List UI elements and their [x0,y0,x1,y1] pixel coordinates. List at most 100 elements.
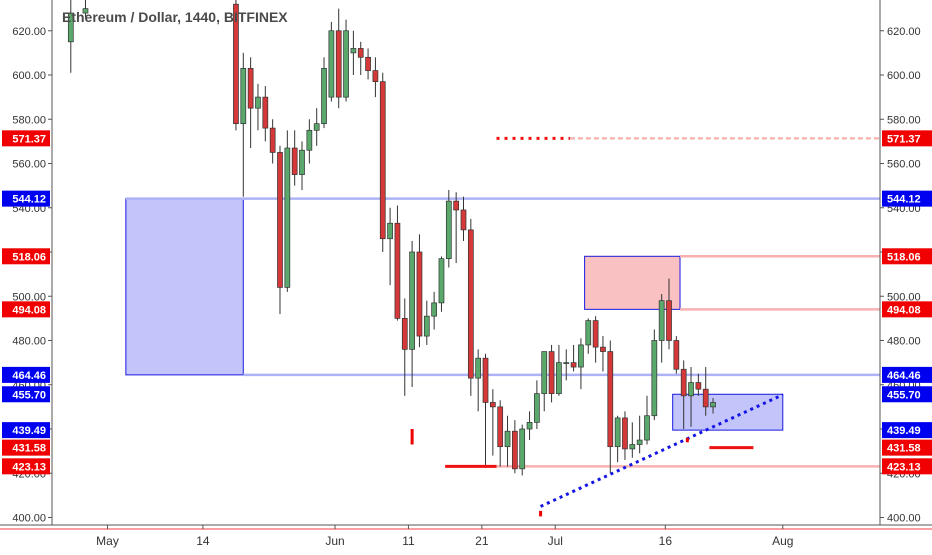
candle-body [526,422,533,430]
candle-body [695,382,702,390]
y-tick-label-left: 580.00 [12,114,46,126]
candle-body [438,258,445,304]
candle-body [365,56,371,71]
price-label-right: 494.08 [887,304,921,316]
y-tick-label-left: 560.00 [12,159,46,171]
y-tick-label-right: 560.00 [887,159,921,171]
x-tick-label: 14 [196,534,210,548]
y-tick-label-left: 600.00 [12,70,46,82]
demand-zone [125,198,244,376]
supply-zone [584,255,681,310]
price-label-right-bg [882,301,932,318]
candle-body [255,96,261,109]
price-label-left: 571.37 [12,133,46,145]
candle-body [636,439,643,445]
price-label-left: 544.12 [12,194,46,206]
y-tick-label-right: 400.00 [887,513,921,525]
candle-body [387,222,393,240]
candle-body [651,340,658,417]
candle-body [497,406,504,448]
candle-body [321,68,327,125]
price-label-right-bg [882,386,932,403]
y-tick-label-right: 580.00 [887,114,921,126]
candle-body [680,368,687,397]
y-tick-label-right: 480.00 [887,336,921,348]
candle-body [482,357,489,403]
price-label-left-bg [2,366,50,383]
candle-body [600,346,606,352]
trendline [539,393,784,508]
candle-body [548,351,555,394]
price-label-left: 494.08 [12,304,46,316]
candle-body [490,402,496,408]
price-label-right-bg [882,190,932,207]
candle-body [688,382,694,397]
y-tick-label-left: 400.00 [12,513,46,525]
x-tick-label: Jul [548,534,563,548]
x-tick-label: 11 [402,534,415,548]
price-label-left-bg [2,248,50,265]
price-label-left: 464.46 [12,370,46,382]
candle-body [556,362,562,394]
price-label-right-bg [882,422,932,439]
price-label-left-bg [2,386,50,403]
candle-body [622,417,628,450]
candle-body [563,362,570,364]
candle-body [313,123,320,131]
price-label-right-bg [882,366,932,383]
candle-body [585,320,592,346]
price-label-left: 518.06 [12,251,46,263]
price-label-right-bg [882,458,932,475]
candle-body [306,129,313,151]
candle-body [328,30,335,98]
candle-body [67,12,74,43]
candle-body [291,147,298,175]
price-label-left: 455.70 [12,389,46,401]
candle-body [570,362,577,368]
candle-body [453,200,459,211]
price-label-left-bg [2,301,50,318]
candle-body [82,8,89,14]
candle-body [372,70,379,82]
price-label-left-bg [2,190,50,207]
x-tick-label: Jun [325,534,344,548]
candle-body [629,444,636,450]
price-label-left-bg [2,458,50,475]
candle-body [673,340,680,370]
candle-body [343,30,349,98]
candle-body [534,393,540,423]
y-tick-label-left: 500.00 [12,291,46,303]
candle-body [512,430,518,470]
price-label-left: 431.58 [12,443,46,455]
candle-body [658,300,665,341]
y-tick-label-right: 500.00 [887,291,921,303]
price-label-right: 464.46 [887,370,921,382]
candle-body [299,149,305,175]
candle-body [666,300,672,341]
candle-body [475,357,482,379]
plot-area [67,0,880,517]
candle-body [416,251,423,337]
x-tick-label: Aug [772,534,793,548]
candle-body [379,81,386,240]
price-label-right-bg [882,439,932,456]
candle-body [409,251,415,350]
price-label-right: 455.70 [887,389,921,401]
price-label-right: 544.12 [887,194,921,206]
price-label-left-bg [2,130,50,147]
candle-body [710,402,716,408]
x-tick-label: 16 [659,534,673,548]
candle-body [504,430,511,448]
candle-body [519,428,526,470]
candle-body [233,3,239,125]
chart-title: Ethereum / Dollar, 1440, BITFINEX [62,9,288,25]
candle-body [431,302,437,317]
price-label-left: 439.49 [12,425,46,437]
candle-body [614,417,621,448]
candle-body [247,68,254,109]
candle-body [644,415,650,441]
candle-body [394,222,401,319]
y-tick-label-left: 480.00 [12,336,46,348]
